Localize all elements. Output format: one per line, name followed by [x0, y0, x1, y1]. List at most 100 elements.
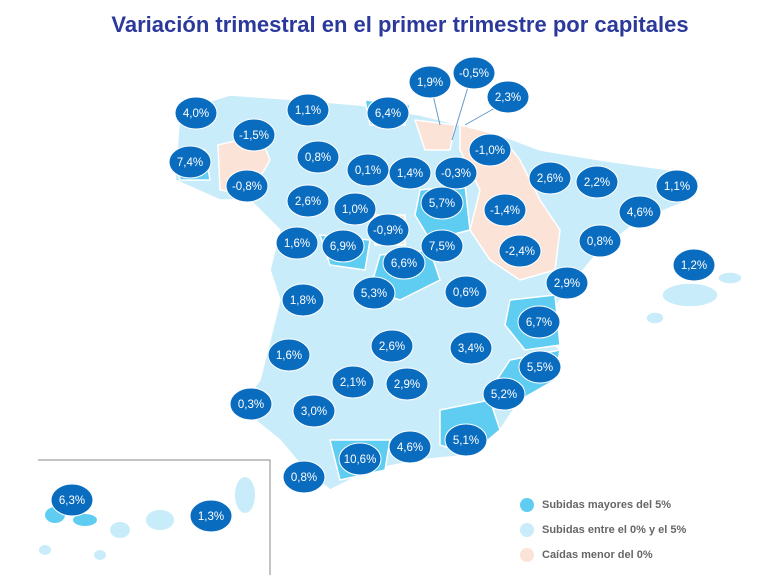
bubble — [352, 276, 396, 310]
legend-swatch — [520, 523, 534, 537]
value-bubble: 1,1% — [286, 93, 330, 127]
value-bubble: -1,4% — [483, 193, 527, 227]
bubble — [286, 93, 330, 127]
bubble — [468, 133, 512, 167]
bubble-label: 1,0% — [342, 204, 368, 216]
bubble-label: 2,6% — [379, 341, 405, 353]
bubble — [168, 145, 212, 179]
bubble — [420, 229, 464, 263]
value-bubble: -0,3% — [434, 156, 478, 190]
bubble-label: 1,6% — [276, 350, 302, 362]
bubble — [498, 234, 542, 268]
bubble — [282, 460, 326, 494]
value-bubble: 3,4% — [449, 331, 493, 365]
bubble — [545, 266, 589, 300]
value-bubble: 0,1% — [346, 153, 390, 187]
value-bubble: 7,4% — [168, 145, 212, 179]
value-bubble: 2,6% — [370, 329, 414, 363]
bubble-label: 6,3% — [59, 495, 85, 507]
bubble — [267, 338, 311, 372]
bubble-label: 0,6% — [453, 287, 479, 299]
bubble — [50, 483, 94, 517]
value-bubble: 1,9% — [408, 65, 452, 99]
legend-label: Subidas entre el 0% y el 5% — [542, 524, 687, 536]
bubble — [618, 195, 662, 229]
value-bubble: 4,0% — [174, 96, 218, 130]
legend-label: Subidas mayores del 5% — [542, 499, 671, 511]
bubble-label: 0,1% — [355, 165, 381, 177]
bubble-label: 1,3% — [198, 511, 224, 523]
bubble — [483, 193, 527, 227]
bubble-label: 4,6% — [397, 442, 423, 454]
bubble — [189, 499, 233, 533]
value-bubble: 0,8% — [578, 224, 622, 258]
bubble-label: 0,8% — [305, 152, 331, 164]
bubble — [449, 331, 493, 365]
bubble — [370, 329, 414, 363]
bubble — [388, 430, 432, 464]
bubble-label: 7,4% — [177, 157, 203, 169]
bubble — [420, 186, 464, 220]
bubble-label: -1,5% — [239, 130, 269, 142]
value-bubble: 7,5% — [420, 229, 464, 263]
bubble-label: 6,6% — [391, 258, 417, 270]
bubble — [382, 246, 426, 280]
bubble — [232, 118, 276, 152]
bubble-label: 1,8% — [290, 295, 316, 307]
bubble — [388, 156, 432, 190]
bubble-label: 4,0% — [183, 108, 209, 120]
bubble-label: 5,1% — [453, 435, 479, 447]
bubble — [333, 192, 377, 226]
value-bubble: 1,0% — [333, 192, 377, 226]
bubble — [434, 156, 478, 190]
value-bubble: 2,6% — [528, 161, 572, 195]
value-bubble: 0,8% — [282, 460, 326, 494]
legend-swatch — [520, 498, 534, 512]
value-bubble: -0,5% — [452, 56, 496, 90]
bubble — [321, 229, 365, 263]
bubble — [331, 365, 375, 399]
value-labels: 4,0% 1,1% 6,4% 1,9% -0,5% 2,3% -1,5% 0,8% 7,4% -0… — [50, 56, 716, 533]
value-bubble: -1,5% — [232, 118, 276, 152]
bubble — [444, 423, 488, 457]
bubble — [225, 169, 269, 203]
bubble — [366, 96, 410, 130]
bubble — [452, 56, 496, 90]
value-bubble: 5,7% — [420, 186, 464, 220]
bubble — [385, 367, 429, 401]
value-bubble: 2,6% — [286, 184, 330, 218]
value-bubble: 1,1% — [655, 169, 699, 203]
value-bubble: 5,3% — [352, 276, 396, 310]
bubble-label: -0,8% — [232, 181, 262, 193]
bubble-label: 2,1% — [340, 377, 366, 389]
bubble-label: 10,6% — [344, 454, 377, 466]
value-bubble: 1,6% — [275, 226, 319, 260]
value-bubble: -0,8% — [225, 169, 269, 203]
bubble — [578, 224, 622, 258]
bubble-label: -1,0% — [475, 145, 505, 157]
bubble-label: 7,5% — [429, 241, 455, 253]
value-bubble: 5,1% — [444, 423, 488, 457]
canary-islands — [38, 459, 271, 575]
bubble — [528, 161, 572, 195]
bubble-label: 2,3% — [495, 92, 521, 104]
bubble — [338, 442, 382, 476]
bubble-label: 1,4% — [397, 168, 423, 180]
value-bubble: 4,6% — [388, 430, 432, 464]
leader-lines — [432, 86, 496, 141]
value-bubble: 1,3% — [189, 499, 233, 533]
bubble-label: 2,6% — [295, 196, 321, 208]
value-bubble: 5,2% — [482, 377, 526, 411]
bubble-label: 6,4% — [375, 108, 401, 120]
bubble — [292, 394, 336, 428]
bubble-label: -1,4% — [490, 205, 520, 217]
bubble — [655, 169, 699, 203]
value-bubble: 2,3% — [486, 80, 530, 114]
value-bubble: 0,8% — [296, 140, 340, 174]
bubble-label: 3,0% — [301, 406, 327, 418]
bubble-label: 0,8% — [587, 236, 613, 248]
value-bubble: 6,7% — [517, 305, 561, 339]
bubble — [518, 350, 562, 384]
value-bubble: -2,4% — [498, 234, 542, 268]
